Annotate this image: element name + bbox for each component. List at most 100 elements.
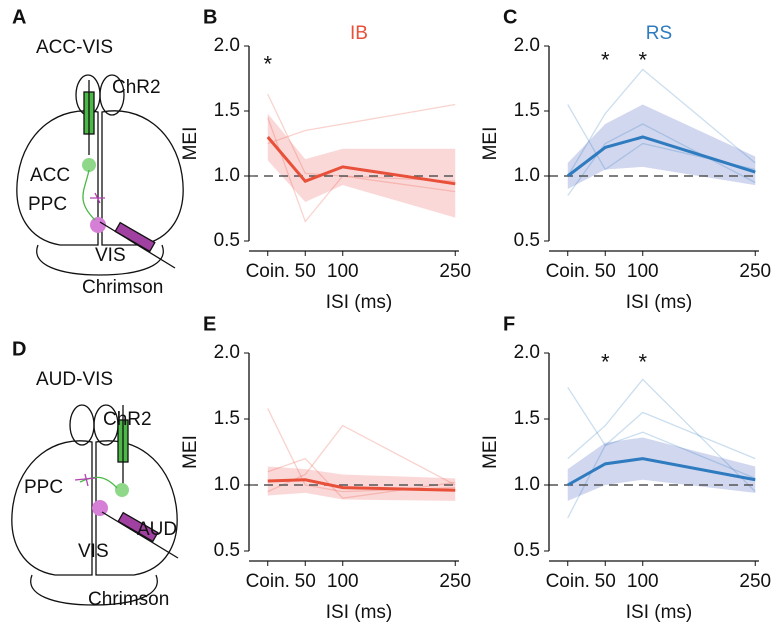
individual-trace — [267, 424, 456, 493]
cerebellum — [36, 244, 164, 276]
mean-line — [267, 478, 456, 492]
plot: 0.5 1.0 1.5 2.0 Coin. 50 100 250 ISI (ms) MEI E — [180, 313, 471, 623]
x-tick-label: Coin. — [546, 571, 590, 592]
x-tick-label: 100 — [627, 261, 659, 282]
injection-site — [82, 158, 96, 172]
panel-letter: B — [203, 6, 217, 28]
diagram-label: ACC — [30, 165, 70, 186]
hemisphere — [95, 440, 178, 576]
x-tick-label: 50 — [295, 571, 316, 592]
x-tick-label: 50 — [295, 261, 316, 282]
y-axis-label: MEI — [180, 127, 201, 161]
needle — [99, 221, 176, 269]
mean-line — [266, 136, 456, 186]
x-tick-label: Coin. — [246, 571, 290, 592]
olfactory-bulb — [69, 404, 95, 446]
cerebellum — [30, 574, 158, 606]
panel-letter: F — [503, 313, 515, 335]
confidence-band — [567, 437, 756, 501]
individual-trace — [267, 103, 456, 145]
x-axis-label: ISI (ms) — [626, 292, 693, 313]
panel-letter: A — [12, 6, 26, 28]
x-tick-label: 250 — [439, 261, 471, 282]
x-tick-label: Coin. — [246, 261, 290, 282]
confidence-band — [267, 466, 456, 501]
y-axis-label: MEI — [480, 127, 501, 161]
panel-letter: C — [503, 6, 517, 28]
diagram-label: VIS — [78, 541, 109, 562]
x-tick-label: 100 — [627, 571, 659, 592]
diagram-label: AUD — [137, 519, 177, 540]
confidence-band — [567, 104, 756, 189]
y-tick-label: 2.0 — [214, 342, 240, 363]
x-tick-label: Coin. — [546, 261, 590, 282]
individual-trace — [567, 431, 756, 519]
y-tick-label: 1.5 — [214, 100, 240, 121]
y-tick-label: 1.0 — [214, 474, 240, 495]
mean-line — [566, 135, 756, 178]
y-tick-label: 2.0 — [514, 342, 540, 363]
diagram-a — [16, 74, 184, 276]
diagram-label: ChR2 — [103, 409, 152, 430]
diagram-label: PPC — [28, 194, 67, 215]
individual-trace — [567, 386, 756, 460]
y-tick-label: 2.0 — [214, 35, 240, 56]
x-tick-label: 50 — [595, 261, 616, 282]
significance-marker: * — [263, 51, 272, 76]
x-tick-label: 100 — [327, 261, 359, 282]
y-tick-label: 1.5 — [514, 100, 540, 121]
individual-trace — [567, 378, 756, 493]
individual-trace — [567, 68, 756, 177]
y-tick-label: 1.5 — [214, 408, 240, 429]
individual-trace — [267, 117, 456, 223]
chart-title: RS — [646, 23, 672, 44]
needle — [101, 511, 179, 559]
diagram-label: Chrimson — [82, 277, 163, 298]
significance-marker: * — [601, 349, 610, 374]
y-tick-label: 0.5 — [514, 230, 540, 251]
plot: 0.5 1.0 1.5 2.0 Coin. 50 100 250 ISI (ms) MEI F * * — [480, 313, 771, 623]
y-tick-label: 1.0 — [514, 165, 540, 186]
x-axis-label: ISI (ms) — [326, 292, 393, 313]
y-tick-label: 1.0 — [214, 165, 240, 186]
injection-site — [92, 500, 108, 516]
y-tick-label: 1.5 — [514, 408, 540, 429]
confidence-band — [267, 113, 456, 218]
individual-trace — [567, 104, 756, 171]
axon — [82, 169, 96, 221]
x-tick-label: 250 — [739, 571, 771, 592]
diagram-label: PPC — [24, 477, 63, 498]
hemisphere — [16, 110, 99, 246]
panel-letter: D — [12, 338, 26, 360]
axon — [90, 192, 105, 204]
panel-letter: E — [203, 313, 216, 335]
axon — [79, 476, 118, 489]
y-tick-label: 1.0 — [514, 474, 540, 495]
hemisphere — [101, 110, 184, 246]
y-tick-label: 0.5 — [214, 230, 240, 251]
hemisphere — [11, 440, 93, 576]
axon — [74, 473, 96, 487]
y-axis-label: MEI — [480, 435, 501, 469]
olfactory-bulb — [99, 74, 125, 116]
significance-marker: * — [638, 47, 647, 72]
chart-title: IB — [350, 23, 368, 44]
significance-marker: * — [638, 349, 647, 374]
syringe — [117, 511, 159, 543]
x-tick-label: 100 — [327, 571, 359, 592]
y-tick-label: 0.5 — [214, 540, 240, 561]
injection-site — [115, 483, 129, 497]
x-tick-label: 250 — [739, 261, 771, 282]
diagram-title: AUD-VIS — [36, 369, 113, 390]
y-axis-label: MEI — [180, 435, 201, 469]
x-axis-label: ISI (ms) — [326, 602, 393, 623]
injection-site — [90, 217, 106, 233]
plot: 0.5 1.0 1.5 2.0 Coin. 50 100 250 ISI (ms) MEI B IB * — [180, 6, 471, 313]
y-tick-label: 0.5 — [514, 540, 540, 561]
y-tick-label: 2.0 — [514, 35, 540, 56]
mean-line — [567, 457, 756, 487]
diagram-label: VIS — [95, 245, 126, 266]
diagram-label: Chrimson — [88, 589, 169, 610]
x-axis-label: ISI (ms) — [626, 602, 693, 623]
